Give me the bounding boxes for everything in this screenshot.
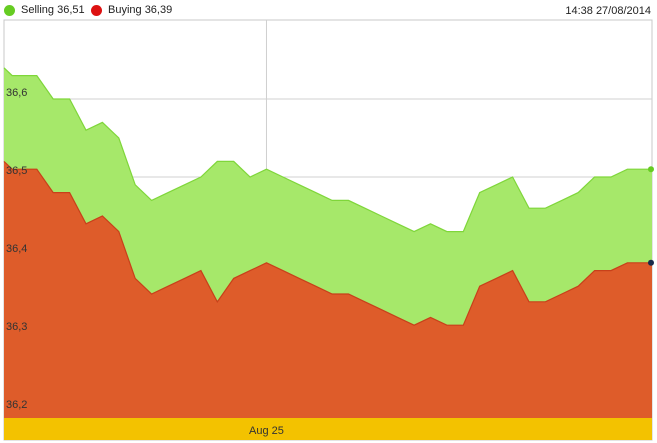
y-tick-label: 36,2 (6, 399, 27, 411)
x-axis-band-fill (4, 418, 652, 440)
x-tick-label: Aug 25 (249, 425, 284, 437)
area-buying (4, 161, 652, 418)
series-end-markers (648, 166, 654, 266)
line-buying (3, 160, 652, 326)
x-axis-ticks: Aug 25 (249, 425, 284, 437)
legend-item-selling[interactable]: Selling 36,51 (4, 3, 85, 17)
timestamp: 14:38 27/08/2014 (565, 5, 651, 17)
legend-buying-label: Buying 36,39 (108, 4, 173, 16)
y-tick-label: 36,3 (6, 321, 27, 333)
y-tick-label: 36,6 (6, 87, 27, 99)
chart-legend: Selling 36,51 Buying 36,39 14:38 27/08/2… (0, 0, 657, 20)
x-axis-band (4, 418, 652, 440)
y-axis-ticks: 36,2 36,3 36,4 36,5 36,6 (6, 87, 27, 411)
line-selling (3, 67, 652, 233)
legend-selling-label: Selling 36,51 (21, 4, 85, 16)
legend-item-buying[interactable]: Buying 36,39 (91, 3, 172, 17)
buying-dot-icon (91, 4, 102, 16)
selling-end-point (648, 166, 654, 173)
buying-end-point (648, 259, 654, 266)
y-tick-label: 36,5 (6, 165, 27, 177)
y-tick-label: 36,4 (6, 243, 27, 255)
selling-dot-icon (4, 4, 15, 16)
series-areas (3, 67, 652, 419)
